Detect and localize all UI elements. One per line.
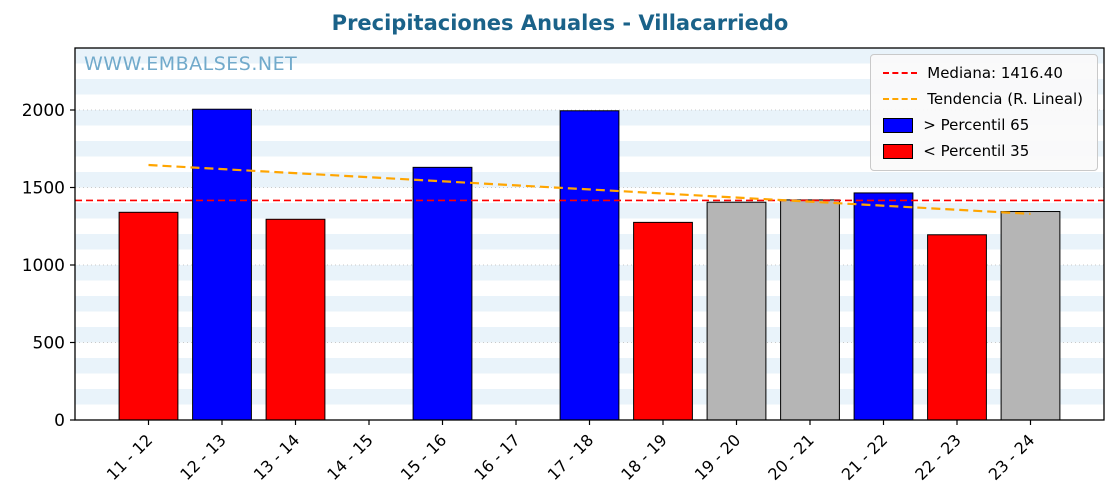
chart-title: Precipitaciones Anuales - Villacarriedo	[331, 11, 789, 35]
legend-label-below: < Percentil 35	[923, 142, 1030, 160]
x-tick-label: 18 - 19	[617, 430, 671, 484]
bar-13-14	[265, 218, 326, 421]
y-tick-label: 0	[54, 411, 65, 431]
legend-label-median: Mediana: 1416.40	[927, 64, 1063, 82]
bar-21-22	[853, 192, 914, 421]
legend-item-above-percentile: > Percentil 65	[883, 116, 1083, 134]
x-tick-label: 20 - 21	[764, 430, 818, 484]
bar-12-13	[192, 108, 252, 421]
legend-label-above: > Percentil 65	[923, 116, 1030, 134]
bar-19-20	[706, 201, 767, 421]
background-band	[75, 94, 1104, 110]
bar-18-19	[633, 221, 693, 421]
bar-15-16	[412, 166, 473, 421]
legend-item-trend: Tendencia (R. Lineal)	[883, 90, 1083, 108]
x-tick-label: 13 - 14	[250, 430, 304, 484]
legend-label-trend: Tendencia (R. Lineal)	[927, 90, 1083, 108]
above-percentile-swatch	[883, 117, 914, 133]
y-tick-label: 2000	[22, 101, 65, 121]
x-tick-label: 22 - 23	[911, 430, 965, 484]
bar-11-12	[118, 211, 179, 421]
watermark-text: WWW.EMBALSES.NET	[84, 53, 298, 75]
background-band	[75, 79, 1104, 95]
x-tick-label: 14 - 15	[323, 430, 377, 484]
bar-20-21	[780, 199, 840, 421]
background-band	[75, 63, 1104, 79]
legend: Mediana: 1416.40 Tendencia (R. Lineal) >…	[870, 54, 1098, 171]
trend-dashed-line-swatch	[883, 98, 918, 100]
below-percentile-swatch	[883, 143, 914, 159]
y-tick-label: 500	[33, 334, 65, 354]
x-tick-label: 15 - 16	[397, 430, 451, 484]
x-tick-label: 11 - 12	[103, 430, 157, 484]
background-band	[75, 48, 1104, 64]
x-tick-label: 16 - 17	[470, 430, 524, 484]
y-tick-label: 1000	[22, 256, 65, 276]
bar-23-24	[1000, 211, 1061, 421]
median-dashed-line-swatch	[883, 72, 918, 74]
bar-17-18	[559, 110, 620, 421]
x-tick-label: 17 - 18	[544, 430, 598, 484]
x-tick-label: 23 - 24	[985, 430, 1039, 484]
y-tick-label: 1500	[22, 179, 65, 199]
bar-22-23	[927, 234, 987, 421]
x-tick-label: 21 - 22	[838, 430, 892, 484]
x-tick-label: 12 - 13	[176, 430, 230, 484]
trend-line	[148, 163, 1031, 215]
legend-item-median: Mediana: 1416.40	[883, 64, 1083, 82]
legend-item-below-percentile: < Percentil 35	[883, 142, 1083, 160]
x-tick-label: 19 - 20	[691, 430, 745, 484]
